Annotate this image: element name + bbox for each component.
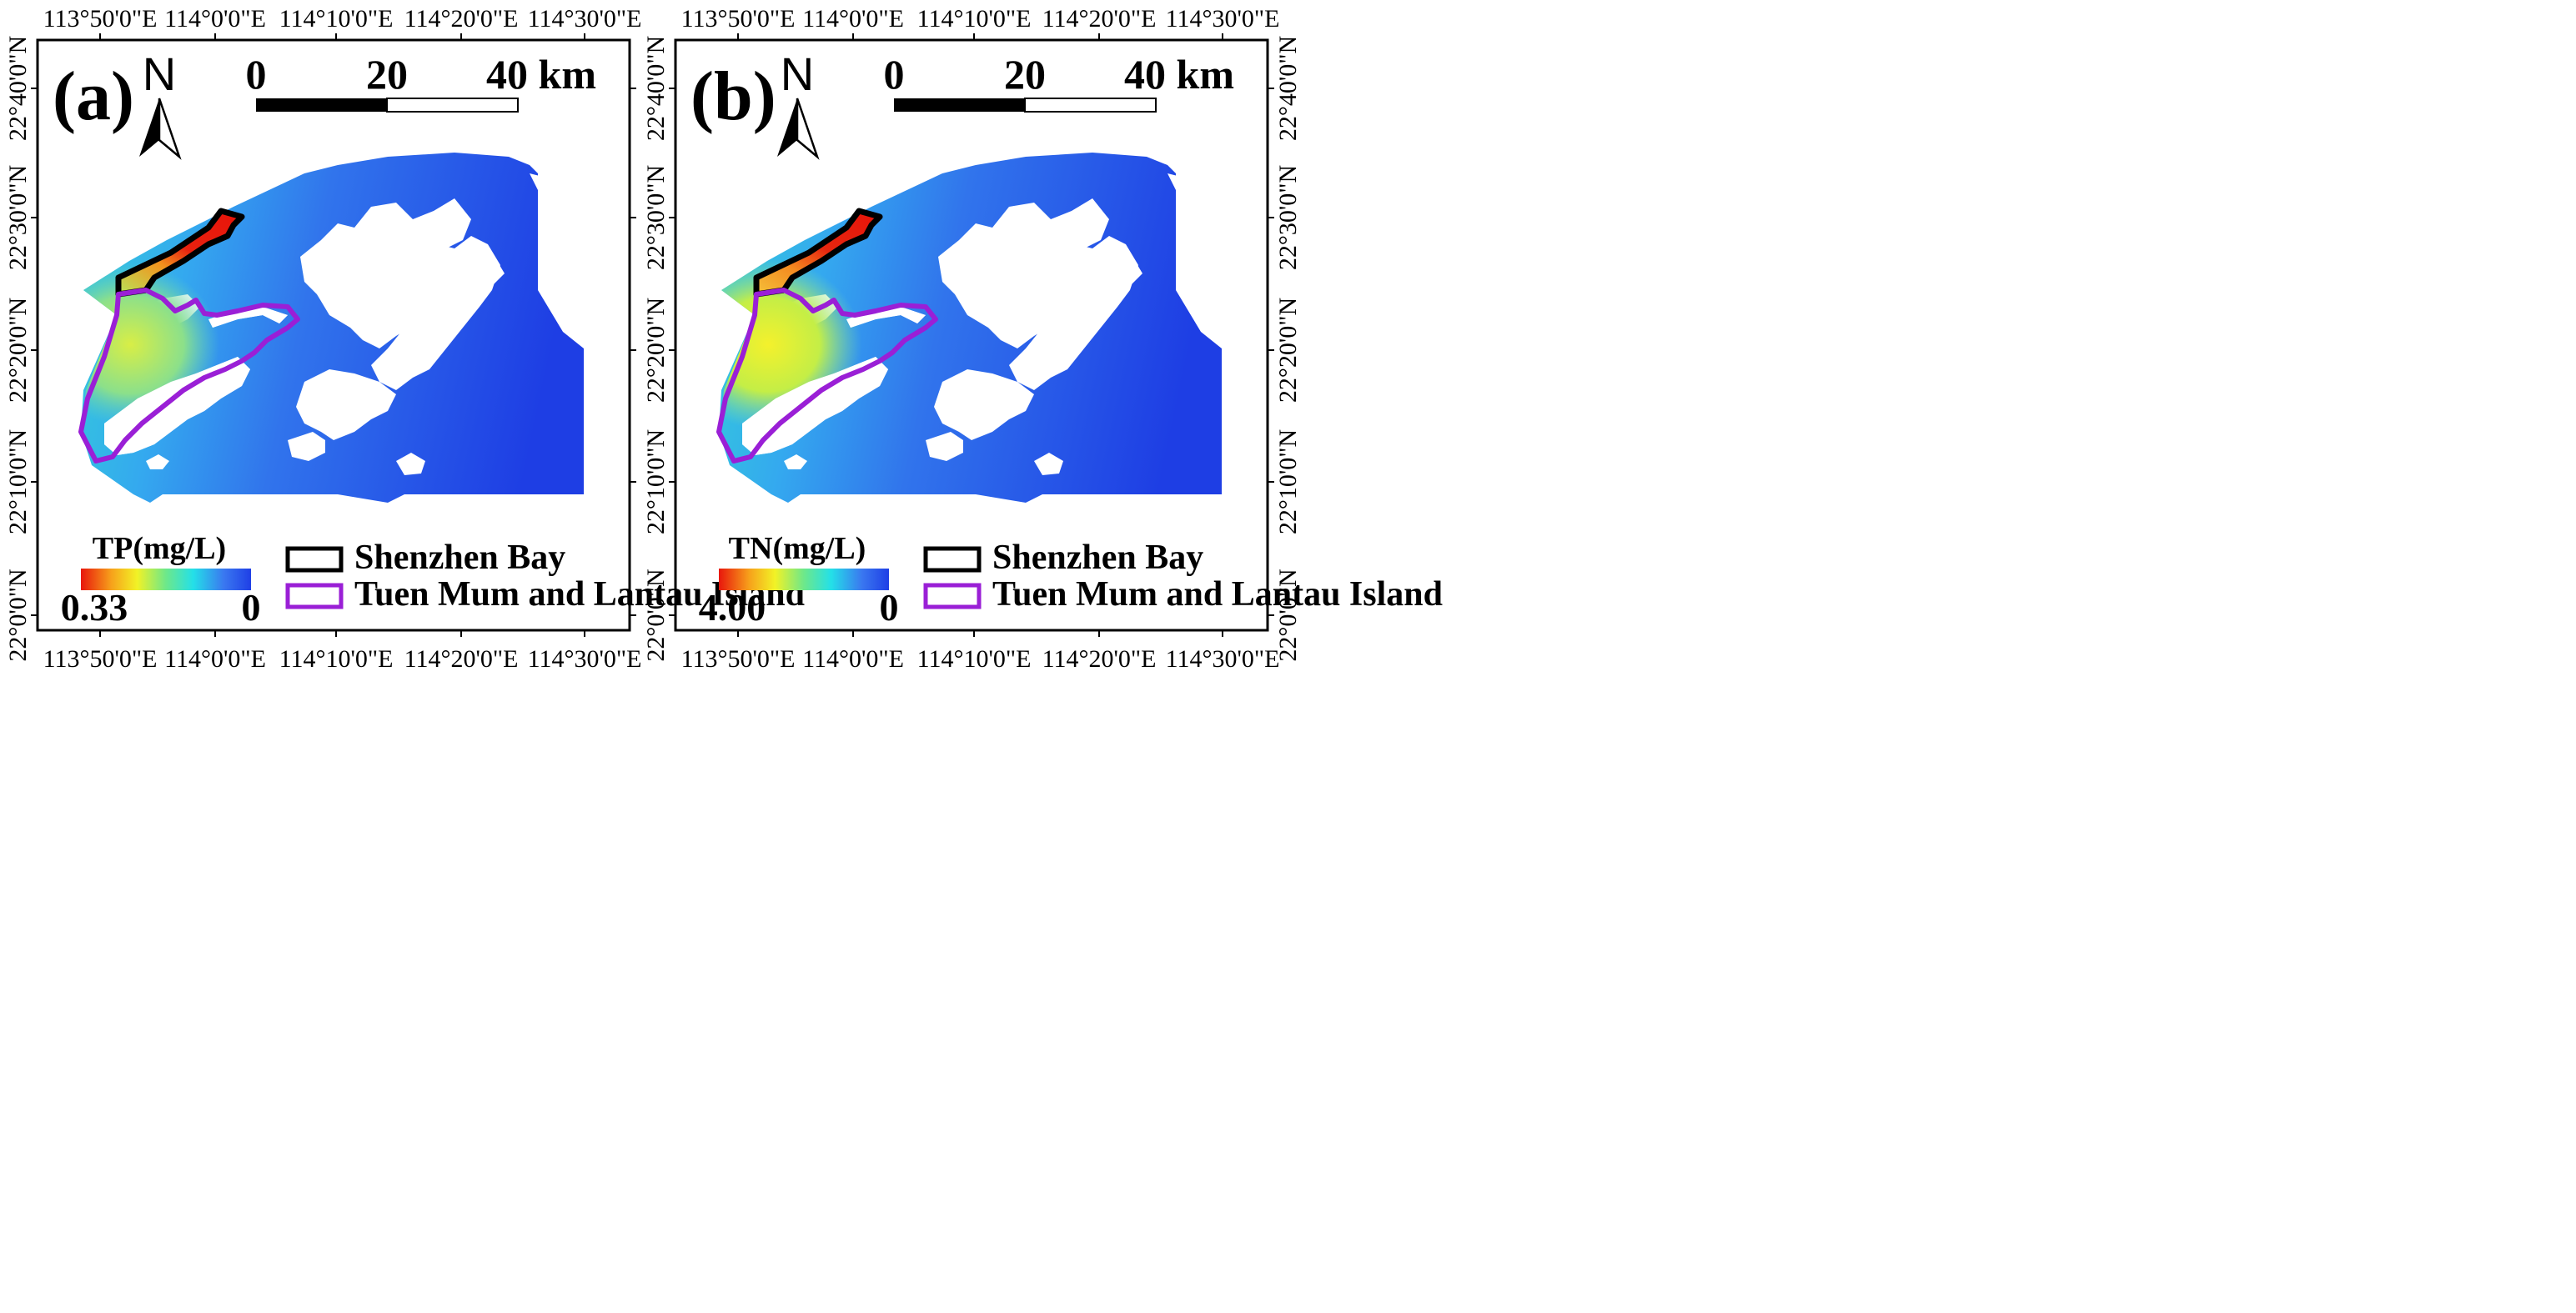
lat-tick-label-left: 22°30'0"N bbox=[642, 165, 670, 270]
panel-label: (a) bbox=[53, 58, 134, 135]
lat-tick-label-right: 22°0'0"N bbox=[1274, 569, 1302, 661]
map-frame bbox=[674, 38, 1269, 632]
lon-tick-label-bottom: 114°0'0"E bbox=[802, 645, 904, 673]
scalebar-white bbox=[386, 98, 519, 113]
scalebar-label-0: 0 bbox=[246, 51, 267, 98]
scalebar-label-20: 20 bbox=[366, 51, 408, 98]
legend-swatch bbox=[923, 546, 982, 573]
colorbar-max-label: 0.33 bbox=[61, 586, 128, 629]
lon-tick-label-top: 114°0'0"E bbox=[802, 5, 904, 33]
legend-swatch bbox=[285, 583, 344, 609]
scalebar-black bbox=[256, 98, 387, 112]
north-arrow-icon bbox=[777, 98, 797, 157]
scalebar-label-0: 0 bbox=[884, 51, 905, 98]
lon-tick-label-top: 114°30'0"E bbox=[1166, 5, 1280, 33]
shenzhen-bay-area bbox=[118, 211, 242, 294]
lon-tick-label-top: 114°0'0"E bbox=[164, 5, 266, 33]
north-arrow-icon bbox=[139, 98, 159, 157]
lat-tick-label-left: 22°40'0"N bbox=[4, 36, 32, 141]
lantau-island-land bbox=[104, 357, 250, 455]
lon-tick-label-bottom: 113°50'0"E bbox=[43, 645, 158, 673]
legend-label: Tuen Mum and Lantau Island bbox=[992, 575, 1443, 614]
scalebar-black bbox=[894, 98, 1025, 112]
lat-tick-label-left: 22°0'0"N bbox=[4, 569, 32, 661]
lat-tick-label-left: 22°10'0"N bbox=[642, 429, 670, 534]
lat-tick-label-right: 22°10'0"N bbox=[1274, 429, 1302, 534]
north-label: N bbox=[781, 48, 814, 100]
legend-label: Shenzhen Bay bbox=[354, 539, 565, 577]
colorbar-max-label: 4.00 bbox=[699, 586, 766, 629]
tuen-mun-lantau-outline bbox=[716, 288, 938, 464]
lon-tick-label-top: 114°10'0"E bbox=[279, 5, 394, 33]
lon-tick-label-top: 114°10'0"E bbox=[917, 5, 1032, 33]
lon-tick-label-top: 114°30'0"E bbox=[528, 5, 642, 33]
lon-tick-label-top: 114°20'0"E bbox=[404, 5, 519, 33]
lon-tick-label-bottom: 114°20'0"E bbox=[1042, 645, 1157, 673]
colorbar-min-label: 0 bbox=[242, 586, 261, 629]
map-panel-a: 113°50'0"E113°50'0"E114°0'0"E114°0'0"E11… bbox=[4, 5, 805, 673]
colorbar bbox=[719, 569, 889, 590]
lon-tick-label-bottom: 114°10'0"E bbox=[917, 645, 1032, 673]
lon-tick-label-top: 113°50'0"E bbox=[43, 5, 158, 33]
lon-tick-label-bottom: 114°20'0"E bbox=[404, 645, 519, 673]
lon-tick-label-bottom: 114°10'0"E bbox=[279, 645, 394, 673]
legend-label: Shenzhen Bay bbox=[992, 539, 1203, 577]
map-frame bbox=[36, 38, 631, 632]
north-arrow-icon-outline bbox=[796, 98, 820, 160]
lat-tick-label-right: 22°40'0"N bbox=[1274, 36, 1302, 141]
lon-tick-label-bottom: 114°30'0"E bbox=[1166, 645, 1280, 673]
lat-tick-label-left: 22°20'0"N bbox=[4, 298, 32, 403]
panel-label: (b) bbox=[690, 58, 776, 135]
tuen-mun-land bbox=[208, 307, 288, 328]
lon-tick-label-top: 113°50'0"E bbox=[681, 5, 796, 33]
lon-tick-label-bottom: 113°50'0"E bbox=[681, 645, 796, 673]
lat-tick-label-right: 22°30'0"N bbox=[1274, 165, 1302, 270]
colorbar-min-label: 0 bbox=[880, 586, 899, 629]
scalebar-label-40: 40 km bbox=[1124, 51, 1234, 98]
lon-tick-label-bottom: 114°0'0"E bbox=[164, 645, 266, 673]
lat-tick-label-left: 22°10'0"N bbox=[4, 429, 32, 534]
tuen-mun-land bbox=[846, 307, 926, 328]
lat-tick-label-left: 22°30'0"N bbox=[4, 165, 32, 270]
north-label: N bbox=[143, 48, 176, 100]
map-panel-b: 113°50'0"E113°50'0"E114°0'0"E114°0'0"E11… bbox=[642, 5, 1443, 673]
legend-swatch bbox=[923, 583, 982, 609]
scalebar-label-40: 40 km bbox=[486, 51, 596, 98]
shenzhen-bay-area bbox=[756, 211, 880, 294]
lon-tick-label-top: 114°20'0"E bbox=[1042, 5, 1157, 33]
lon-tick-label-bottom: 114°30'0"E bbox=[528, 645, 642, 673]
colorbar-title: TN(mg/L) bbox=[729, 531, 866, 566]
lat-tick-label-left: 22°20'0"N bbox=[642, 298, 670, 403]
lat-tick-label-left: 22°0'0"N bbox=[642, 569, 670, 661]
colorbar-title: TP(mg/L) bbox=[93, 531, 226, 566]
colorbar bbox=[81, 569, 251, 590]
north-arrow-icon-outline bbox=[158, 98, 182, 160]
scalebar-label-20: 20 bbox=[1004, 51, 1046, 98]
lat-tick-label-left: 22°40'0"N bbox=[642, 36, 670, 141]
lantau-island-land bbox=[742, 357, 888, 455]
lat-tick-label-right: 22°20'0"N bbox=[1274, 298, 1302, 403]
tuen-mun-lantau-outline bbox=[78, 288, 300, 464]
legend-swatch bbox=[285, 546, 344, 573]
scalebar-white bbox=[1024, 98, 1157, 113]
